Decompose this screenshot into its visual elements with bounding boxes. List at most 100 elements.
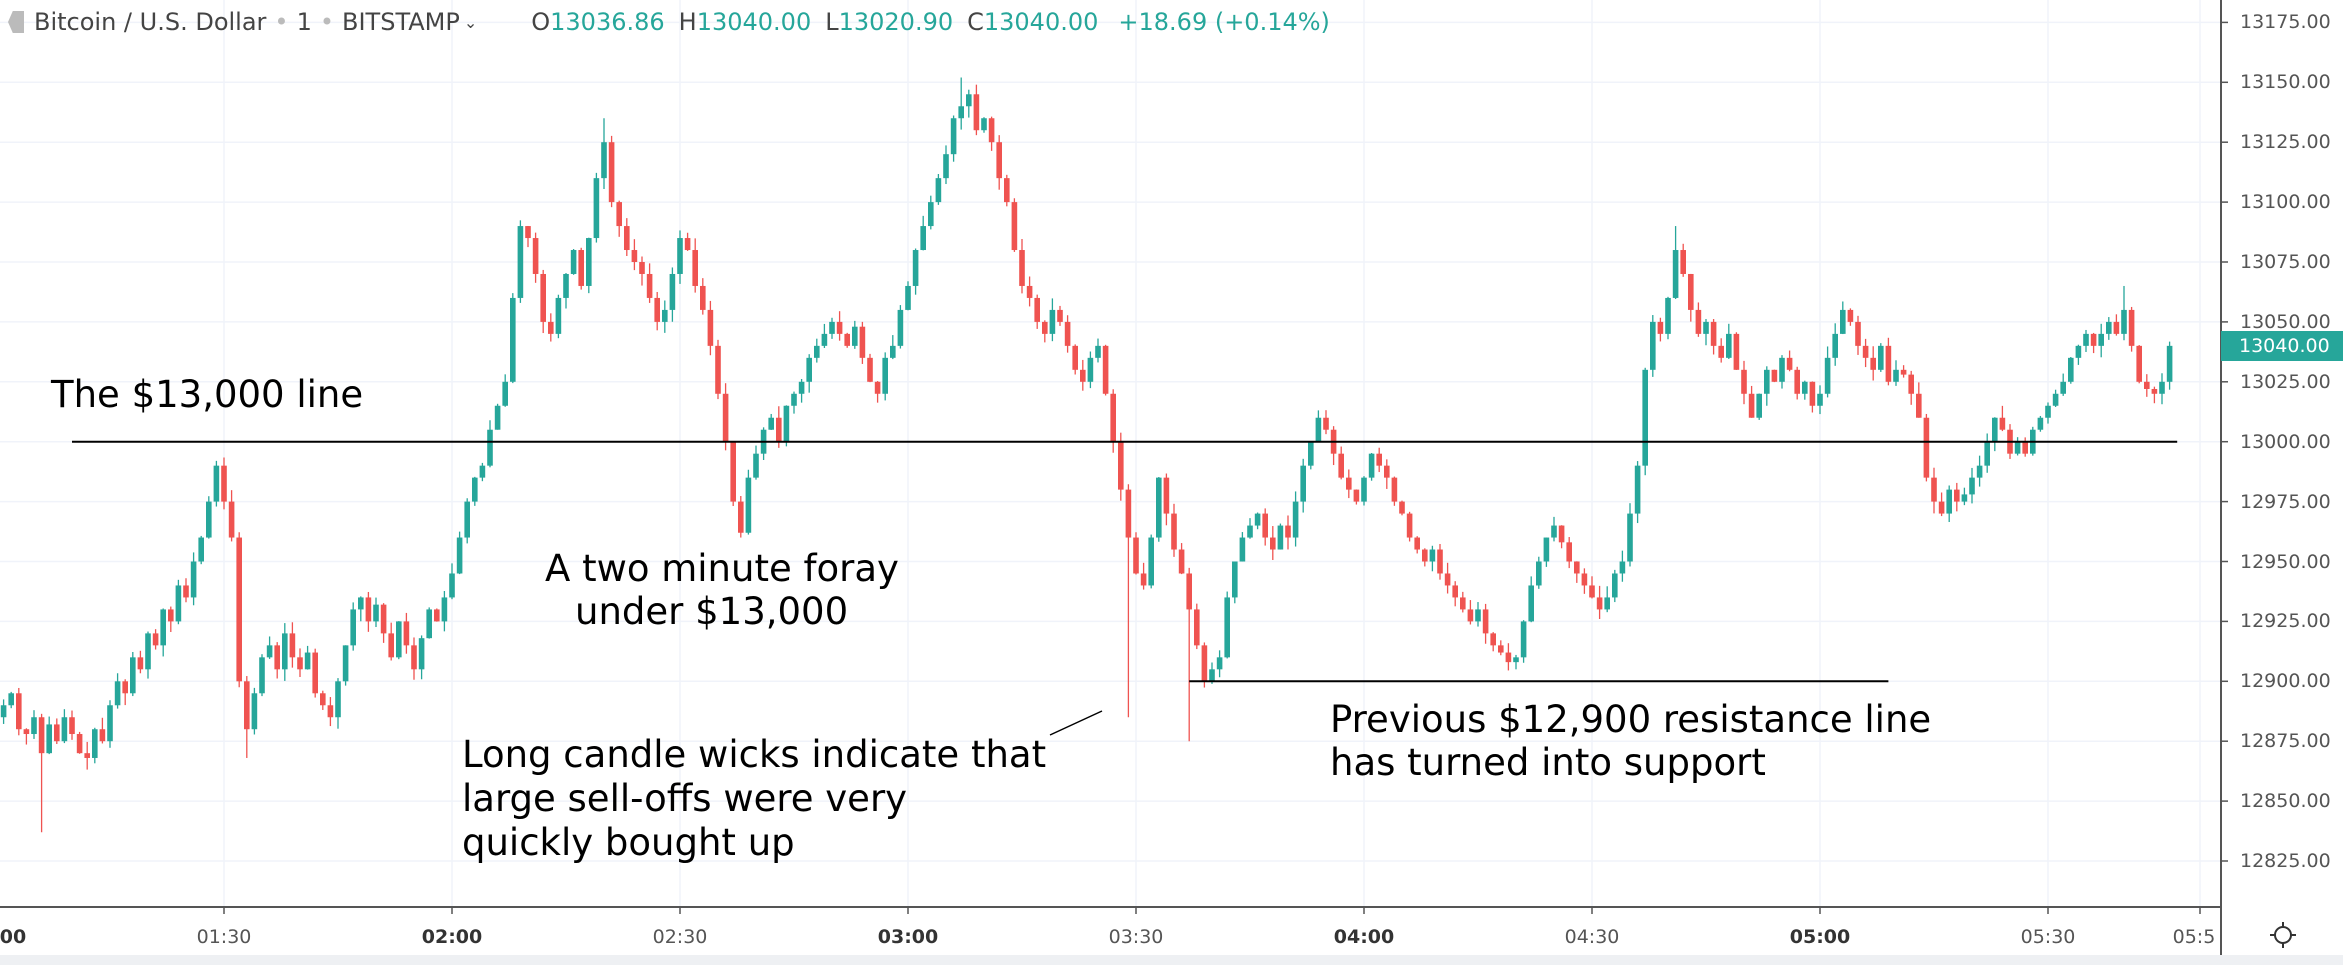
candle [1148,534,1154,589]
candle [958,77,964,130]
candle [897,305,904,349]
candle-body [874,381,881,394]
candle-body [1528,585,1534,622]
candle [1923,413,1930,482]
candle [1292,491,1299,547]
candle-body [2014,441,2021,454]
candle-body [434,609,440,622]
candle [1140,562,1147,590]
candle-body [152,633,159,646]
candle [829,317,835,339]
candle-body [1384,465,1390,478]
close-label: C [967,8,984,36]
candle-body [555,297,562,334]
candle [593,172,600,243]
time-tick-label: 03:30 [1108,926,1164,948]
candle-body [1399,501,1405,514]
candle-body [2052,393,2059,406]
candle [2068,356,2074,384]
candle-body [1741,369,1747,394]
candle-body [798,381,805,394]
candle [175,579,182,625]
candle [806,354,812,393]
candle [1011,198,1018,252]
candle [1498,640,1504,656]
candle [890,335,896,360]
candle [46,716,52,755]
candle-body [2166,345,2173,382]
candle-body [297,657,303,670]
candle [1254,512,1261,530]
candle [1688,273,1694,322]
change-value: +18.69 (+0.14%) [1118,8,1330,36]
candle [1399,500,1405,516]
candle [943,145,949,185]
time-tick-label: 01:30 [196,926,252,948]
symbol-name[interactable]: Bitcoin / U.S. Dollar [34,8,267,36]
candle [122,679,128,706]
candle [548,313,554,342]
candle-body [905,285,911,310]
candle [388,622,394,661]
candle-body [99,729,106,742]
candle [692,238,698,293]
candle [418,635,425,680]
candle-body [1156,477,1162,538]
candle-body [540,273,546,322]
candle [1216,650,1223,678]
candle-body [320,693,326,706]
candle [783,405,790,447]
candle-body [1346,477,1352,490]
candle [1505,643,1512,671]
candle [745,469,752,535]
candle [1916,382,1922,418]
candle [1384,459,1390,489]
candle-body [221,465,227,502]
candle-body [814,345,820,358]
candle [1520,620,1527,663]
candle-body [1999,417,2006,430]
candle [608,135,615,208]
candle-body [829,321,835,334]
separator-dot: • [274,8,289,36]
candle [1323,410,1329,435]
candle [988,116,995,151]
candle-body [2090,333,2097,346]
candle [646,263,653,303]
candle [1946,485,1952,523]
candle-body [456,537,463,574]
candle-body [289,633,296,658]
candle [654,291,660,331]
candle [145,631,151,679]
candle-body [2083,333,2089,346]
candle-body [1080,369,1086,382]
reference-lines [72,440,2178,683]
candle-body [449,573,455,598]
candle [2113,314,2120,336]
annotation-foray-2: under $13,000 [575,590,849,633]
candle-body [1809,381,1816,406]
candle [297,648,303,677]
candle-body [1992,417,1998,442]
candle-body [1695,309,1702,334]
candle-body [312,652,318,694]
candle-body [1954,489,1960,502]
candle-body [244,681,250,730]
candle-body [745,477,752,533]
candle-body [890,345,896,358]
candle [1300,458,1306,513]
candle-body [8,693,14,706]
time-tick-label: 04:30 [1564,926,1620,948]
candle [730,441,736,507]
price-tick-label: 13000.00 [2240,430,2331,453]
collapse-legend-icon[interactable] [8,11,24,33]
chevron-down-icon[interactable]: ⌄ [463,12,478,32]
candle [1695,302,1702,337]
candle [327,697,334,727]
candle [814,338,820,363]
candle-body [84,753,90,758]
candle [753,445,759,480]
candle [760,427,767,461]
settings-gear-icon[interactable] [2268,920,2298,950]
